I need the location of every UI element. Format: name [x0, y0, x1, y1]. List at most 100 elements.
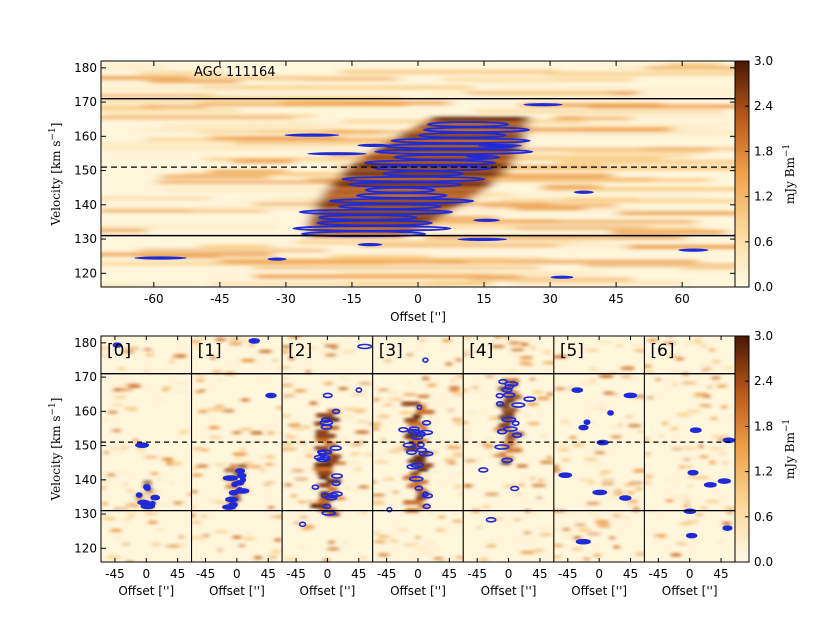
emission-blob: [126, 503, 138, 508]
emission-streak: [101, 224, 278, 230]
galaxy-emission: [327, 408, 340, 414]
y-tick-label: 170: [74, 95, 97, 109]
emission-blob: [342, 540, 349, 545]
emission-streak: [681, 266, 735, 271]
emission-blob: [682, 504, 690, 509]
x-tick-label: 60: [675, 292, 690, 306]
emission-blob: [155, 489, 159, 494]
x-tick-label: -45: [558, 567, 578, 581]
emission-blob: [163, 385, 172, 390]
galaxy-emission: [224, 467, 238, 473]
emission-blob: [359, 440, 363, 445]
emission-blob: [595, 519, 609, 524]
y-tick-label: 160: [74, 404, 97, 418]
emission-blob: [232, 535, 242, 540]
emission-contour: [501, 387, 513, 393]
emission-blob: [162, 387, 169, 392]
emission-streak: [190, 75, 407, 80]
emission-blob: [516, 492, 522, 497]
emission-blob: [432, 450, 437, 455]
emission-contour: [382, 170, 465, 177]
emission-streak: [490, 130, 735, 136]
emission-streak: [612, 229, 726, 235]
emission-contour: [523, 396, 537, 402]
emission-blob: [264, 428, 274, 433]
emission-blob: [553, 528, 563, 533]
emission-blob: [614, 492, 624, 497]
emission-streak: [101, 208, 267, 213]
emission-blob: [101, 346, 110, 351]
emission-blob: [373, 397, 380, 402]
emission-blob: [546, 455, 552, 460]
x-tick-label: 45: [532, 567, 547, 581]
emission-contour: [501, 416, 517, 423]
subpanel-x-axis-label: Offset ['']: [390, 584, 446, 598]
emission-blob: [169, 359, 175, 364]
emission-blob: [597, 401, 609, 406]
emission-streak: [101, 283, 195, 287]
galaxy-emission: [499, 452, 507, 457]
emission-blob: [406, 380, 413, 385]
emission-blob: [126, 346, 139, 351]
y-tick-label: 140: [74, 473, 97, 487]
galaxy-emission: [401, 401, 421, 407]
galaxy-emission: [327, 454, 341, 459]
x-tick-label: -45: [377, 567, 397, 581]
emission-blob: [415, 545, 429, 550]
subpanel-x-axis-label: Offset ['']: [662, 584, 718, 598]
emission-blob: [415, 550, 425, 555]
emission-blob: [122, 518, 131, 523]
emission-blob: [350, 442, 362, 447]
emission-streak: [339, 271, 575, 277]
galaxy-emission: [407, 483, 422, 489]
emission-blob: [111, 402, 123, 407]
emission-blob: [644, 463, 652, 468]
emission-blob: [439, 514, 445, 519]
emission-blob: [585, 420, 597, 425]
emission-blob: [438, 558, 446, 562]
emission-blob: [127, 513, 136, 518]
emission-blob: [699, 444, 704, 449]
subpanel-x-axis-label: Offset ['']: [300, 584, 356, 598]
emission-streak: [454, 78, 556, 83]
emission-blob: [448, 408, 454, 413]
emission-blob: [265, 462, 274, 467]
colorbar-tick-label: 1.8: [754, 144, 773, 158]
emission-blob: [216, 500, 227, 505]
emission-contour: [298, 208, 454, 216]
emission-blob: [425, 540, 434, 545]
emission-blob: [721, 405, 728, 410]
emission-blob: [295, 477, 308, 482]
emission-blob: [272, 358, 278, 363]
emission-contour: [495, 400, 504, 407]
emission-blob: [273, 547, 283, 552]
emission-contour: [315, 456, 331, 463]
emission-blob: [208, 425, 220, 430]
emission-blob: [701, 343, 706, 348]
emission-streak: [161, 174, 270, 179]
emission-blob: [245, 531, 251, 536]
subpanel-label: [4]: [469, 341, 493, 361]
emission-contour: [408, 476, 424, 482]
emission-streak: [426, 235, 685, 240]
emission-blob: [682, 380, 696, 385]
emission-blob: [516, 464, 528, 469]
subpanel-label: [0]: [107, 341, 131, 361]
galaxy-emission: [412, 413, 422, 419]
emission-blob: [213, 370, 221, 375]
subpanel-label: [2]: [288, 341, 312, 361]
emission-blob: [498, 336, 509, 339]
subpanel-1: [1] -45 0 45 Offset ['']: [191, 335, 283, 598]
emission-blob: [451, 378, 455, 383]
galaxy-emission: [323, 191, 476, 198]
emission-blob: [199, 378, 206, 383]
emission-contour: [341, 175, 486, 183]
emission-blob: [147, 338, 152, 343]
bottom-colorbar-label: mJy Bm−1: [782, 419, 797, 479]
emission-blob: [323, 558, 330, 562]
emission-streak: [176, 257, 234, 262]
emission-blob: [537, 478, 545, 483]
emission-contour: [298, 521, 307, 528]
emission-streak: [644, 65, 735, 71]
emission-blob: [432, 469, 439, 474]
